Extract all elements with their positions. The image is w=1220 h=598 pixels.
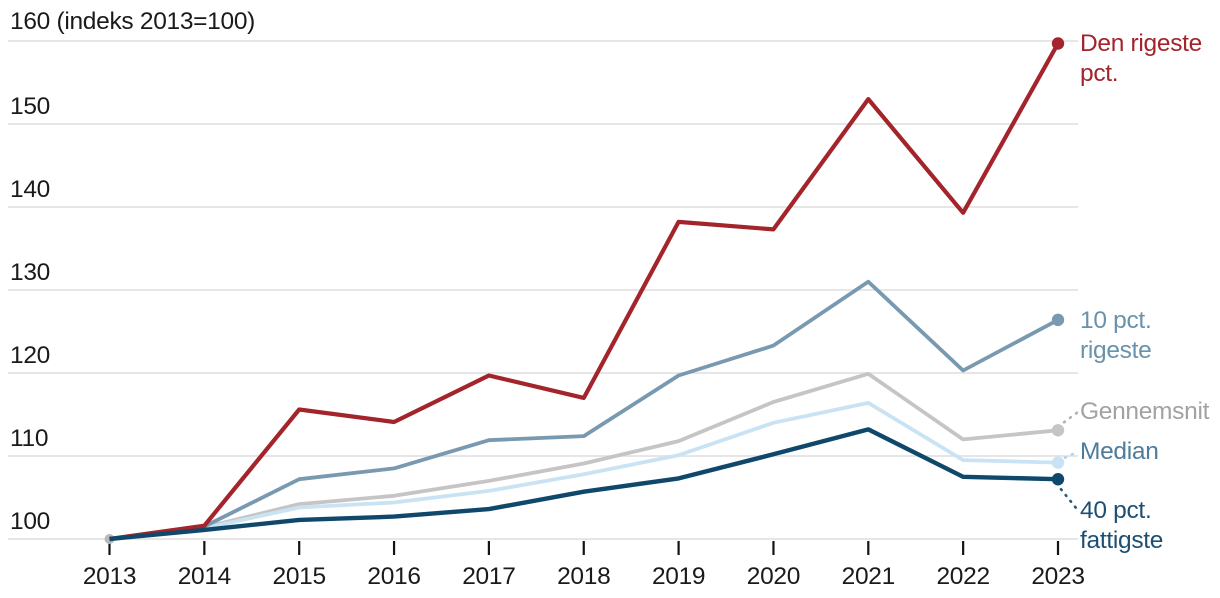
x-tick-label-2021: 2021 xyxy=(842,563,895,590)
end-dot-den-rigeste-pct xyxy=(1051,37,1065,50)
y-tick-label-110: 110 xyxy=(10,425,48,452)
series-label-gennemsnit: Gennemsnit xyxy=(1080,398,1210,425)
y-tick-label-130: 130 xyxy=(10,259,50,286)
x-tick-label-2020: 2020 xyxy=(747,563,800,590)
series-label-den-rigeste-pct: Den rigeste pct. xyxy=(1080,30,1202,87)
x-tick-label-2013: 2013 xyxy=(83,563,136,590)
x-tick-label-2014: 2014 xyxy=(178,563,231,590)
x-tick-label-2022: 2022 xyxy=(936,563,989,590)
x-tick-label-2015: 2015 xyxy=(273,563,326,590)
end-dot-median xyxy=(1051,456,1065,469)
x-tick-label-2019: 2019 xyxy=(652,563,705,590)
end-dot-10-pct-rigeste xyxy=(1051,313,1065,327)
series-line-median xyxy=(109,400,1059,541)
x-tick-label-2017: 2017 xyxy=(462,563,515,590)
y-tick-label-150: 150 xyxy=(10,93,50,120)
x-tick-label-2018: 2018 xyxy=(557,563,610,590)
label-connector-gennemsnit xyxy=(1062,409,1081,424)
series-line-10-pct-rigeste xyxy=(109,279,1059,541)
end-dot-gennemsnit xyxy=(1051,424,1065,437)
series-label-median: Median xyxy=(1080,438,1159,465)
end-dot-40-pct-fattigste xyxy=(1051,473,1065,486)
chart-top-axis-label: 160 (indeks 2013=100) xyxy=(10,8,256,35)
series-label-40-pct-fattigste: 40 pct. fattigste xyxy=(1080,497,1164,554)
x-tick-label-2016: 2016 xyxy=(367,563,420,590)
x-tick-label-2023: 2023 xyxy=(1031,563,1084,590)
series-line-40-pct-fattigste xyxy=(109,427,1059,542)
y-tick-label-120: 120 xyxy=(10,342,50,369)
series-line-den-rigeste-pct xyxy=(109,42,1060,542)
series-line-gennemsnit xyxy=(109,371,1059,541)
y-tick-label-140: 140 xyxy=(10,176,50,203)
y-tick-label-100: 100 xyxy=(10,508,50,535)
label-connector-median xyxy=(1063,450,1080,459)
series-label-10-pct-rigeste: 10 pct. rigeste xyxy=(1080,307,1152,364)
label-connector-40-pct-fattigste xyxy=(1059,487,1079,511)
